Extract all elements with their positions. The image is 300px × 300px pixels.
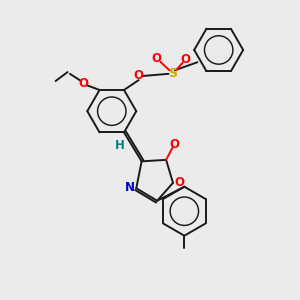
Text: O: O bbox=[169, 138, 179, 151]
Text: S: S bbox=[168, 68, 177, 80]
Text: O: O bbox=[174, 176, 184, 189]
Text: O: O bbox=[78, 77, 88, 90]
Text: O: O bbox=[152, 52, 162, 65]
Text: N: N bbox=[125, 181, 135, 194]
Text: O: O bbox=[181, 53, 191, 66]
Text: H: H bbox=[116, 139, 125, 152]
Text: O: O bbox=[134, 69, 144, 82]
